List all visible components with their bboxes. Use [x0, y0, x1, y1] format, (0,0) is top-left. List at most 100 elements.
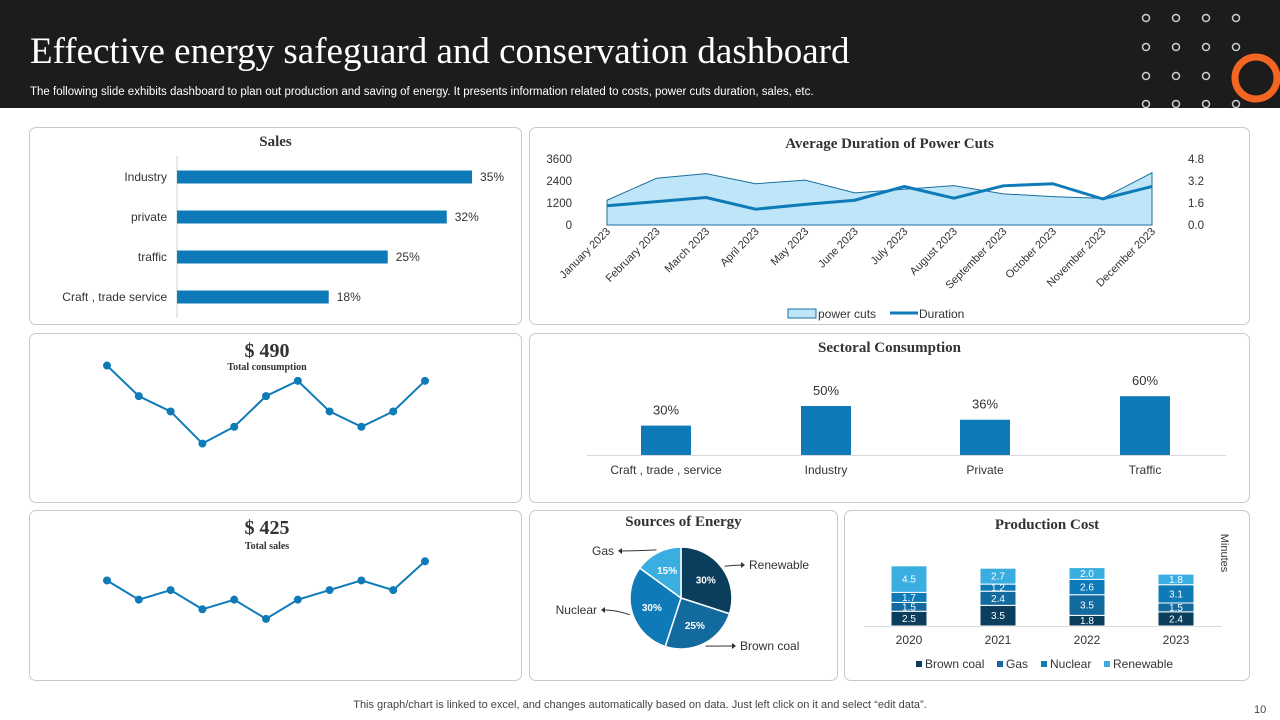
production-title: Production Cost — [994, 517, 1100, 533]
sectoral-title: Sectoral Consumption — [818, 340, 961, 356]
consumption-line — [106, 364, 426, 445]
power-cuts-area — [606, 171, 1153, 226]
footer-note: This graph/chart is linked to excel, and… — [353, 699, 927, 711]
sales-category-label: private — [131, 210, 167, 224]
power-month-label: August 2023 — [908, 226, 960, 278]
production-segment-label: 4.5 — [902, 575, 916, 586]
production-segment-label: 2.7 — [991, 572, 1005, 583]
production-segment-label: 2.6 — [1080, 583, 1094, 594]
production-segment-label: 1.7 — [902, 593, 916, 604]
sales-value-label: 25% — [396, 250, 420, 264]
sectoral-category-label: Industry — [805, 463, 848, 477]
consumption-point — [357, 422, 366, 431]
production-bar-segment — [979, 567, 1017, 585]
consumption-point — [230, 422, 239, 431]
pie-callout-arrow — [732, 643, 736, 649]
power-right-tick: 4.8 — [1188, 154, 1204, 166]
production-legend-label: Gas — [1006, 657, 1028, 671]
pie-percent-label: 15% — [657, 566, 677, 577]
pie-name-label: Gas — [592, 544, 614, 558]
production-segment-label: 1.2 — [991, 583, 1005, 594]
sales-category-label: Craft , trade service — [62, 290, 167, 304]
power-month-label: July 2023 — [869, 226, 911, 268]
production-segment-label: 3.5 — [1080, 601, 1094, 612]
pie-percent-label: 30% — [696, 576, 716, 587]
sectoral-chart[interactable]: 30% Craft , trade , service 50% Industry 36%… — [530, 334, 1251, 504]
sectoral-value-label: 30% — [653, 403, 679, 418]
power-right-tick: 3.2 — [1188, 176, 1204, 188]
production-segment-label: 2.5 — [902, 614, 916, 625]
production-segment-label: 2.4 — [991, 594, 1005, 605]
sales-bar — [177, 290, 329, 304]
duration-line — [606, 182, 1153, 211]
power-month-label: January 2023 — [557, 226, 613, 282]
power-right-tick: 1.6 — [1188, 198, 1204, 210]
production-segment-label: 1.8 — [1169, 575, 1183, 586]
sectoral-category-label: Craft , trade , service — [610, 463, 722, 477]
production-segment-label: 1.5 — [1169, 603, 1183, 614]
production-segment-label: 2.4 — [1169, 614, 1183, 625]
page-number: 10 — [1254, 704, 1267, 716]
consumption-point — [421, 376, 429, 385]
page-title: Effective energy safeguard and conservat… — [30, 31, 850, 72]
production-year-label: 2022 — [1074, 633, 1101, 647]
consumption-value: $ 490 — [244, 340, 290, 362]
header-bar: Effective energy safeguard and conservat… — [0, 0, 1280, 108]
sales-trend-point — [166, 586, 175, 595]
sales-sparkline[interactable] — [30, 511, 523, 682]
orange-ring-icon — [1231, 53, 1280, 103]
production-year-label: 2021 — [985, 633, 1012, 647]
production-chart[interactable]: 2.51.51.74.520203.52.41.22.720211.83.52.… — [845, 511, 1251, 682]
power-left-tick: 1200 — [546, 198, 572, 210]
consumption-point — [262, 392, 270, 401]
sales-trend-point — [230, 595, 239, 604]
power-right-tick: 0.0 — [1188, 220, 1204, 232]
sources-pie-chart[interactable]: 30% Renewable 25% Brown coal 30% Nuclear 15% Ga… — [530, 511, 839, 682]
production-ylabel: Minutes — [1218, 534, 1230, 573]
production-legend-label: Brown coal — [925, 657, 984, 671]
power-cuts-panel: Average Duration of Power Cuts 0 1200 2400… — [529, 127, 1250, 325]
pie-callout-arrow — [601, 607, 605, 613]
pie-percent-label: 25% — [685, 621, 705, 632]
sectoral-bar — [1120, 396, 1170, 455]
sales-title: Sales — [259, 134, 292, 150]
sales-value-label: 18% — [337, 290, 361, 304]
production-segment-label: 3.1 — [1169, 589, 1183, 600]
sectoral-category-label: Traffic — [1129, 463, 1162, 477]
production-panel: Production Cost 2.5 1.5 1.7 4.5 2020 3.5 2.4 1.… — [844, 510, 1250, 681]
sales-trend-point — [103, 576, 111, 585]
consumption-sparkline[interactable] — [30, 334, 523, 504]
production-segment-label: 1.5 — [902, 602, 916, 613]
legend-area-swatch — [787, 308, 817, 319]
power-month-label: October 2023 — [1003, 226, 1059, 282]
sales-bar — [177, 170, 473, 184]
sales-label: Total sales — [244, 541, 290, 552]
power-left-tick: 2400 — [546, 176, 572, 188]
pie-slice — [638, 546, 682, 600]
power-month-label: April 2023 — [718, 226, 762, 270]
production-bar-segment — [1157, 573, 1195, 586]
sales-trend-point — [357, 576, 366, 585]
pie-slice — [664, 597, 731, 650]
pie-percent-label: 30% — [642, 603, 662, 614]
pie-slice — [629, 566, 682, 648]
sectoral-value-label: 50% — [813, 383, 839, 398]
sectoral-panel: Sectoral Consumption 30% Craft , trade , … — [529, 333, 1250, 503]
page-subtitle: The following slide exhibits dashboard t… — [30, 86, 814, 98]
production-segment-label: 2.0 — [1080, 569, 1094, 580]
sales-panel: Sales Industry 35% private 32% traffic 25% Cra… — [29, 127, 522, 325]
production-year-label: 2023 — [1163, 633, 1190, 647]
production-legend-swatch — [1041, 661, 1047, 667]
sources-title: Sources of Energy — [625, 514, 742, 530]
sales-bar — [177, 250, 388, 264]
sales-category-label: Industry — [124, 170, 167, 184]
power-left-tick: 0 — [566, 220, 572, 232]
pie-name-label: Nuclear — [556, 603, 597, 617]
production-bar-segment — [1068, 567, 1106, 580]
sales-chart[interactable]: Industry 35% private 32% traffic 25% Craft , t… — [30, 128, 523, 326]
pie-slice — [680, 546, 733, 615]
sales-trend-point — [293, 595, 302, 604]
sales-trend-point — [421, 557, 429, 566]
sales-trend-point — [389, 586, 398, 595]
